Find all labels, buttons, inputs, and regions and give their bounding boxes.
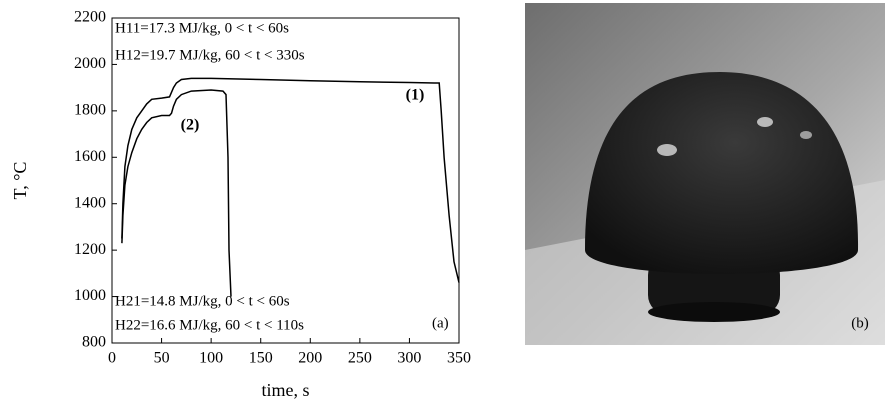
y-tick-label: 2000 xyxy=(74,55,106,72)
photo: (b) xyxy=(525,3,885,345)
highlight xyxy=(757,117,773,127)
stem-base xyxy=(648,302,780,322)
annotation: H12=19.7 MJ/kg, 60 < t < 330s xyxy=(115,47,305,63)
annotation: H11=17.3 MJ/kg, 0 < t < 60s xyxy=(115,20,289,36)
y-tick-label: 1000 xyxy=(74,287,106,304)
x-tick-label: 50 xyxy=(154,350,170,367)
annotation: (a) xyxy=(432,315,449,331)
page: (b) 800 1000 1200 1400 1600 1800 2000 2200 0 50 10… xyxy=(0,0,885,405)
highlight xyxy=(657,144,677,156)
series-label: (1) xyxy=(406,87,425,104)
x-tick-label: 300 xyxy=(397,350,421,367)
x-tick-label: 200 xyxy=(298,350,322,367)
figure: (b) 800 1000 1200 1400 1600 1800 2000 2200 0 50 10… xyxy=(0,0,885,405)
highlight xyxy=(800,131,812,139)
y-tick-label: 1200 xyxy=(74,241,106,258)
x-tick-label: 150 xyxy=(249,350,273,367)
photo-label: (b) xyxy=(851,315,869,331)
x-tick-label: 100 xyxy=(199,350,223,367)
x-tick-label: 250 xyxy=(348,350,372,367)
x-tick-label: 0 xyxy=(108,350,116,367)
y-axis-label: T, °C xyxy=(10,162,30,200)
annotation: H22=16.6 MJ/kg, 60 < t < 110s xyxy=(115,317,304,333)
y-tick-label: 1600 xyxy=(74,148,106,165)
series-label: (2) xyxy=(181,117,200,134)
line xyxy=(122,90,231,297)
y-tick-label: 800 xyxy=(82,334,106,351)
y-tick-label: 1800 xyxy=(74,102,106,119)
x-axis-label: time, s xyxy=(262,380,310,400)
x-tick-label: 350 xyxy=(447,350,471,367)
y-tick-label: 2200 xyxy=(74,9,106,26)
annotation: H21=14.8 MJ/kg, 0 < t < 60s xyxy=(115,293,290,309)
y-tick-label: 1400 xyxy=(74,194,106,211)
